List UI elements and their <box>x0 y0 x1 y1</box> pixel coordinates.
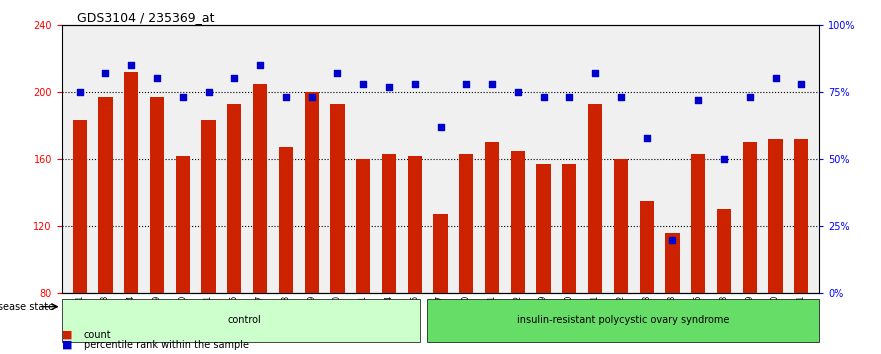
Point <box>330 70 344 76</box>
Bar <box>588 104 603 354</box>
Point <box>665 237 679 242</box>
Bar <box>356 159 370 354</box>
Point <box>227 76 241 81</box>
Point <box>537 95 551 100</box>
Bar <box>381 154 396 354</box>
Text: disease state: disease state <box>0 302 54 312</box>
Point <box>511 89 525 95</box>
Bar <box>794 139 809 354</box>
Bar <box>485 142 500 354</box>
Bar <box>717 209 731 354</box>
Point <box>356 81 370 87</box>
Bar <box>459 154 473 354</box>
Point <box>485 81 500 87</box>
Point <box>795 81 809 87</box>
Bar <box>99 97 113 354</box>
Point <box>459 81 473 87</box>
Bar <box>408 156 422 354</box>
Bar <box>691 154 706 354</box>
Bar <box>743 142 757 354</box>
Text: insulin-resistant polycystic ovary syndrome: insulin-resistant polycystic ovary syndr… <box>517 315 729 325</box>
Bar <box>305 92 319 354</box>
Bar <box>202 120 216 354</box>
Point <box>589 70 603 76</box>
Bar <box>640 201 654 354</box>
Point <box>614 95 628 100</box>
Bar <box>614 159 628 354</box>
Text: GDS3104 / 235369_at: GDS3104 / 235369_at <box>77 11 214 24</box>
Bar <box>175 156 190 354</box>
Point <box>692 97 706 103</box>
Point <box>433 124 448 130</box>
Bar <box>511 150 525 354</box>
Text: count: count <box>84 330 111 340</box>
Point <box>99 70 113 76</box>
Bar <box>150 97 164 354</box>
Bar <box>278 147 293 354</box>
Point <box>72 89 86 95</box>
Point <box>175 95 189 100</box>
Point <box>640 135 654 140</box>
Point <box>202 89 216 95</box>
Bar <box>562 164 576 354</box>
Text: percentile rank within the sample: percentile rank within the sample <box>84 339 248 350</box>
Text: control: control <box>227 315 262 325</box>
Bar <box>433 215 448 354</box>
Bar <box>227 104 241 354</box>
Point <box>562 95 576 100</box>
FancyBboxPatch shape <box>62 298 420 342</box>
Text: ■: ■ <box>62 330 72 340</box>
FancyBboxPatch shape <box>427 298 819 342</box>
Point <box>768 76 782 81</box>
Point <box>150 76 164 81</box>
Bar <box>537 164 551 354</box>
Point <box>253 62 267 68</box>
Point <box>278 95 292 100</box>
Point <box>124 62 138 68</box>
Bar <box>253 84 267 354</box>
Point <box>743 95 757 100</box>
Bar <box>72 120 87 354</box>
Point <box>408 81 422 87</box>
Text: ■: ■ <box>62 339 72 350</box>
Point <box>717 156 731 162</box>
Bar <box>124 72 138 354</box>
Point <box>381 84 396 89</box>
Bar <box>330 104 344 354</box>
Point <box>305 95 319 100</box>
Bar <box>665 233 679 354</box>
Bar <box>768 139 782 354</box>
